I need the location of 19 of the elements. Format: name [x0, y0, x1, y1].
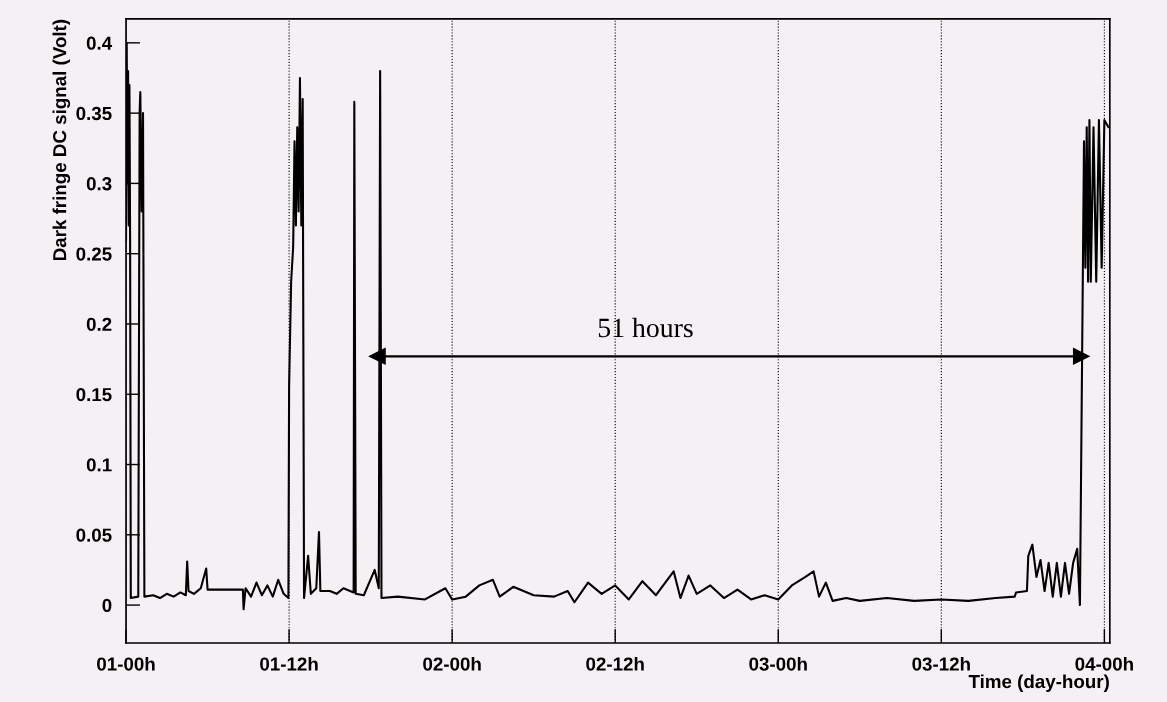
y-tick-label: 0.05	[76, 528, 112, 542]
y-tick-label: 0	[102, 598, 112, 613]
x-tick-label: 02-12h	[586, 656, 644, 671]
x-tick-label: 01-00h	[97, 656, 155, 671]
x-axis-title: Time (day-hour)	[968, 674, 1109, 692]
y-tick-label: 0.2	[86, 317, 112, 331]
x-tick-label: 04-00h	[1075, 656, 1133, 671]
x-tick-label: 01-12h	[260, 656, 318, 671]
y-tick-label: 0.4	[86, 36, 113, 50]
y-tick-label: 0.25	[76, 247, 112, 261]
x-tick-label: 02-00h	[423, 656, 481, 671]
y-axis-title: Dark fringe DC signal (Volt)	[52, 19, 71, 261]
y-tick-label: 0.3	[86, 177, 112, 191]
x-tick-label: 03-12h	[912, 656, 970, 671]
annotation: 51 hours	[598, 317, 693, 338]
y-tick-label: 0.15	[76, 387, 112, 402]
y-tick-label: 0.35	[76, 106, 112, 121]
x-tick-label: 03-00h	[749, 656, 807, 671]
y-tick-label: 0.1	[86, 458, 112, 472]
